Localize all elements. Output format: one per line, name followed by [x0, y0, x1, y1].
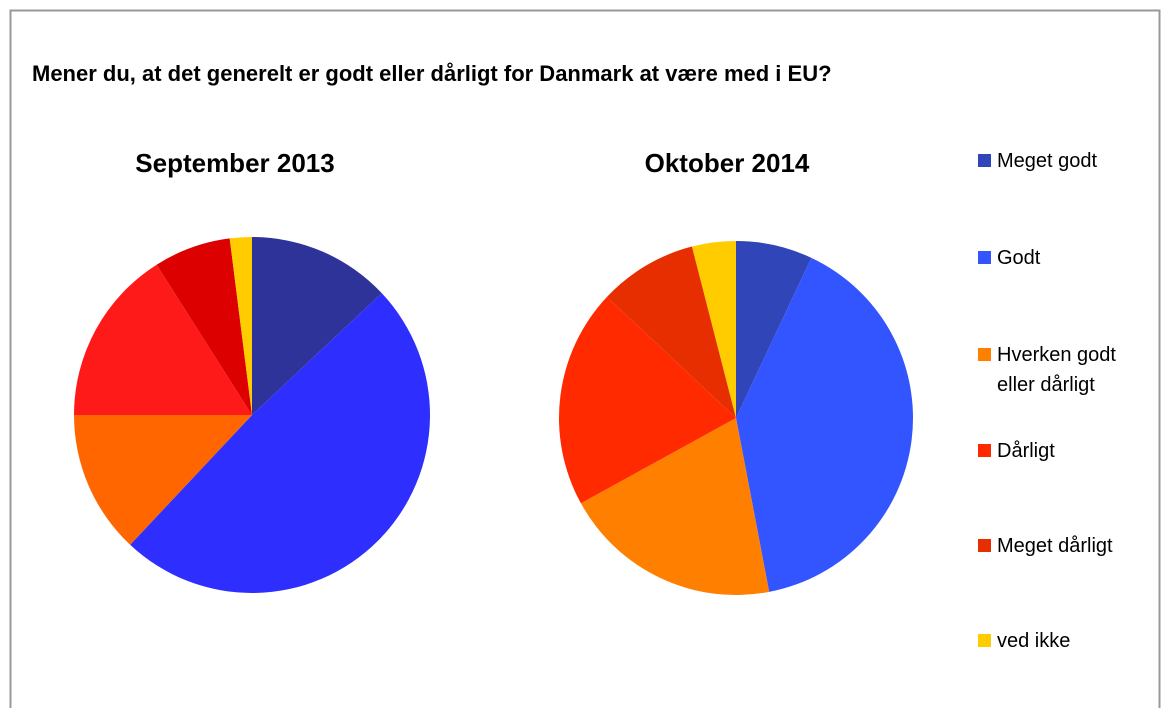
legend-swatch	[978, 539, 991, 552]
pie-slice	[252, 237, 382, 415]
pie-slice	[559, 296, 736, 504]
pie-slice	[229, 237, 252, 415]
legend-swatch	[978, 348, 991, 361]
legend-label: Meget godt	[997, 150, 1098, 172]
chart-title: Mener du, at det generelt er godt eller …	[32, 61, 832, 86]
legend-label: Dårligt	[997, 440, 1055, 462]
pie-slice	[736, 257, 913, 592]
frame	[9, 9, 1161, 708]
pie-slice	[736, 241, 812, 418]
legend-swatch	[978, 634, 991, 647]
legend-item: Meget godt	[978, 146, 1158, 176]
legend-item: Hverken godt eller dårligt	[978, 340, 1158, 400]
pie-slice	[606, 246, 736, 418]
legend-label: ved ikke	[997, 630, 1071, 652]
legend-swatch	[978, 154, 991, 167]
pie-title: September 2013	[135, 148, 334, 178]
legend-item: Dårligt	[978, 436, 1158, 466]
pie-title: Oktober 2014	[645, 148, 810, 178]
legend-label: Godt	[997, 247, 1041, 269]
legend-item: ved ikke	[978, 626, 1158, 656]
pie-slice	[74, 264, 252, 415]
legend-label: Hverken godt eller dårligt	[997, 344, 1116, 396]
pie-slice	[130, 293, 430, 593]
pie-slice	[691, 241, 736, 418]
pie-slice	[580, 418, 770, 595]
legend-item: Godt	[978, 243, 1158, 273]
legend-swatch	[978, 444, 991, 457]
pie-slice	[156, 238, 252, 415]
pie-slice	[74, 415, 252, 545]
legend-label: Meget dårligt	[997, 535, 1113, 557]
legend-swatch	[978, 251, 991, 264]
legend-item: Meget dårligt	[978, 531, 1158, 561]
